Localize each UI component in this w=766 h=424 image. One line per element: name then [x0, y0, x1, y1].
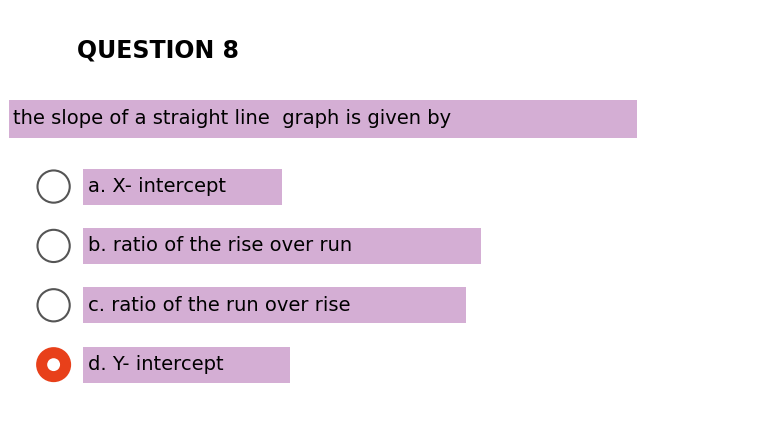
- Ellipse shape: [47, 358, 60, 371]
- FancyBboxPatch shape: [83, 168, 282, 204]
- Text: the slope of a straight line  graph is given by: the slope of a straight line graph is gi…: [13, 109, 451, 128]
- Ellipse shape: [38, 289, 70, 321]
- Ellipse shape: [38, 349, 70, 381]
- FancyBboxPatch shape: [83, 287, 466, 323]
- Text: b. ratio of the rise over run: b. ratio of the rise over run: [88, 237, 352, 255]
- FancyBboxPatch shape: [83, 228, 481, 264]
- Text: c. ratio of the run over rise: c. ratio of the run over rise: [88, 296, 351, 315]
- Text: QUESTION 8: QUESTION 8: [77, 39, 238, 63]
- FancyBboxPatch shape: [9, 100, 637, 138]
- Ellipse shape: [38, 170, 70, 203]
- FancyBboxPatch shape: [83, 347, 290, 382]
- Text: a. X- intercept: a. X- intercept: [88, 177, 226, 196]
- Text: d. Y- intercept: d. Y- intercept: [88, 355, 224, 374]
- Ellipse shape: [38, 230, 70, 262]
